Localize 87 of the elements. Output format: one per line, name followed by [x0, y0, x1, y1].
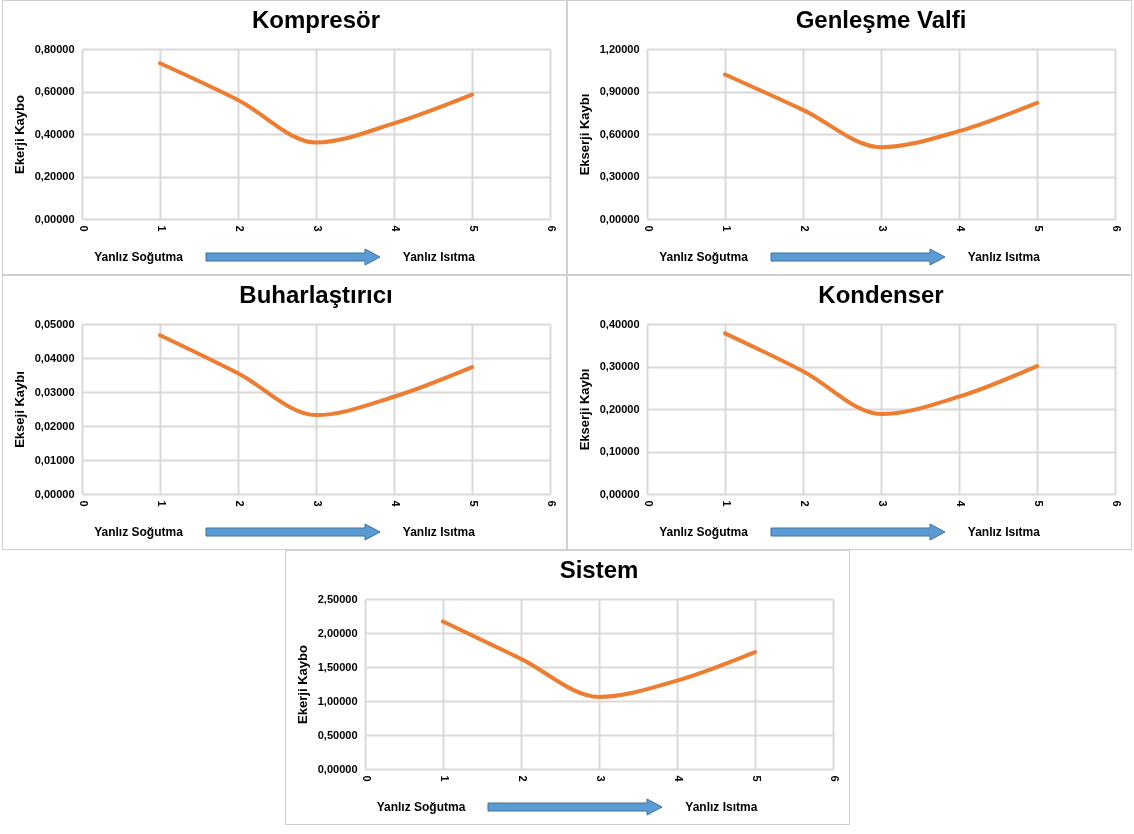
y-tick-label: 0,00000 — [599, 212, 640, 225]
y-tick-label: 0,00000 — [34, 212, 75, 225]
y-tick-label: 0,20000 — [34, 170, 75, 182]
y-tick-label: 0,00000 — [317, 762, 357, 775]
y-tick-label: 0,50000 — [317, 728, 357, 741]
line-series — [723, 72, 1039, 150]
x-tick-label: 4 — [954, 500, 967, 508]
y-tick-label: 0,60000 — [599, 127, 640, 140]
line-series — [440, 619, 757, 699]
line-series — [723, 331, 1039, 417]
y-tick-label: 0,10000 — [599, 445, 640, 457]
x-tick-label: 6 — [1110, 225, 1123, 232]
text: Yanlız Isıtma — [402, 250, 475, 264]
y-tick-label: 2,50000 — [317, 592, 357, 605]
x-tick-label: 1 — [720, 225, 733, 232]
x-tick-label: 6 — [828, 775, 840, 782]
text: Yanlız Isıtma — [685, 800, 758, 814]
text: Yanlız Isıtma — [967, 525, 1040, 539]
y-axis-title: Ekserji Kaybı — [576, 93, 592, 176]
text: Yanlız Isıtma — [402, 525, 475, 539]
chart-title: Kompresör — [251, 6, 381, 33]
y-tick-label: 2,00000 — [317, 626, 357, 639]
x-tick-label: 4 — [672, 775, 684, 783]
chart-title: Buharlaştırıcı — [239, 281, 393, 308]
chart-title: Kondenser — [818, 281, 944, 308]
text: Yanlız Soğutma — [94, 250, 183, 264]
x-tick-label: 5 — [1032, 500, 1045, 507]
y-axis-title: Ekerji Kaybo — [294, 645, 310, 724]
y-tick-label: 0,01000 — [34, 453, 75, 466]
x-tick-label: 0 — [642, 225, 655, 232]
y-tick-label: 0,80000 — [34, 42, 75, 55]
x-tick-label: 2 — [233, 225, 246, 232]
x-tick-label: 0 — [77, 225, 90, 232]
x-tick-label: 0 — [360, 775, 372, 782]
y-tick-label: 0,30000 — [599, 170, 640, 182]
line-series — [158, 61, 474, 145]
text: Yanlız Soğutma — [376, 800, 466, 814]
y-axis-title: Ekerji Kaybo — [11, 95, 27, 174]
y-tick-label: 0,00000 — [34, 487, 75, 500]
x-tick-label: 1 — [720, 500, 733, 507]
x-tick-label: 4 — [389, 500, 402, 508]
x-tick-label: 5 — [467, 225, 480, 232]
y-tick-label: 0,40000 — [599, 317, 640, 330]
x-tick-label: 2 — [233, 500, 246, 507]
x-tick-label: 1 — [155, 225, 168, 232]
y-tick-label: 0,40000 — [34, 127, 75, 140]
x-tick-label: 3 — [311, 500, 324, 507]
chart-title: Sistem — [559, 556, 638, 583]
y-tick-label: 0,03000 — [34, 385, 75, 398]
y-tick-label: 0,05000 — [34, 317, 75, 330]
x-tick-label: 1 — [155, 500, 168, 507]
x-tick-label: 5 — [1032, 225, 1045, 232]
x-tick-label: 6 — [545, 225, 558, 232]
x-tick-label: 6 — [545, 500, 558, 507]
y-axis-title: Ekserji Kaybı — [576, 368, 592, 451]
y-tick-label: 0,00000 — [599, 487, 640, 500]
x-tick-label: 0 — [642, 500, 655, 507]
x-tick-label: 5 — [467, 500, 480, 507]
y-tick-label: 1,20000 — [599, 42, 640, 55]
y-axis-title: Ekseji Kaybı — [11, 371, 27, 448]
text: Yanlız Soğutma — [659, 525, 748, 539]
x-tick-label: 3 — [594, 775, 606, 782]
y-tick-label: 0,20000 — [599, 402, 640, 415]
y-tick-label: 1,50000 — [317, 660, 357, 673]
x-tick-label: 2 — [798, 500, 811, 507]
x-tick-label: 5 — [750, 775, 762, 782]
y-tick-label: 0,60000 — [34, 85, 75, 97]
x-tick-label: 2 — [798, 225, 811, 232]
y-tick-label: 1,00000 — [317, 694, 357, 707]
x-tick-label: 3 — [311, 225, 324, 232]
x-tick-label: 0 — [77, 500, 90, 507]
y-tick-label: 0,04000 — [34, 351, 75, 364]
x-tick-label: 3 — [876, 500, 889, 507]
line-series — [158, 333, 474, 418]
x-tick-label: 4 — [389, 225, 402, 233]
y-tick-label: 0,02000 — [34, 419, 75, 432]
text: Yanlız Soğutma — [94, 525, 183, 539]
x-tick-label: 6 — [1110, 500, 1123, 507]
x-tick-label: 3 — [876, 225, 889, 232]
text: Yanlız Isıtma — [967, 250, 1040, 264]
x-tick-label: 1 — [438, 775, 450, 782]
y-tick-label: 0,30000 — [599, 360, 640, 372]
x-tick-label: 2 — [516, 775, 528, 782]
chart-title: Genleşme Valfi — [795, 6, 967, 33]
text: Yanlız Soğutma — [659, 250, 748, 264]
y-tick-label: 0,90000 — [599, 85, 640, 97]
x-tick-label: 4 — [954, 225, 967, 233]
